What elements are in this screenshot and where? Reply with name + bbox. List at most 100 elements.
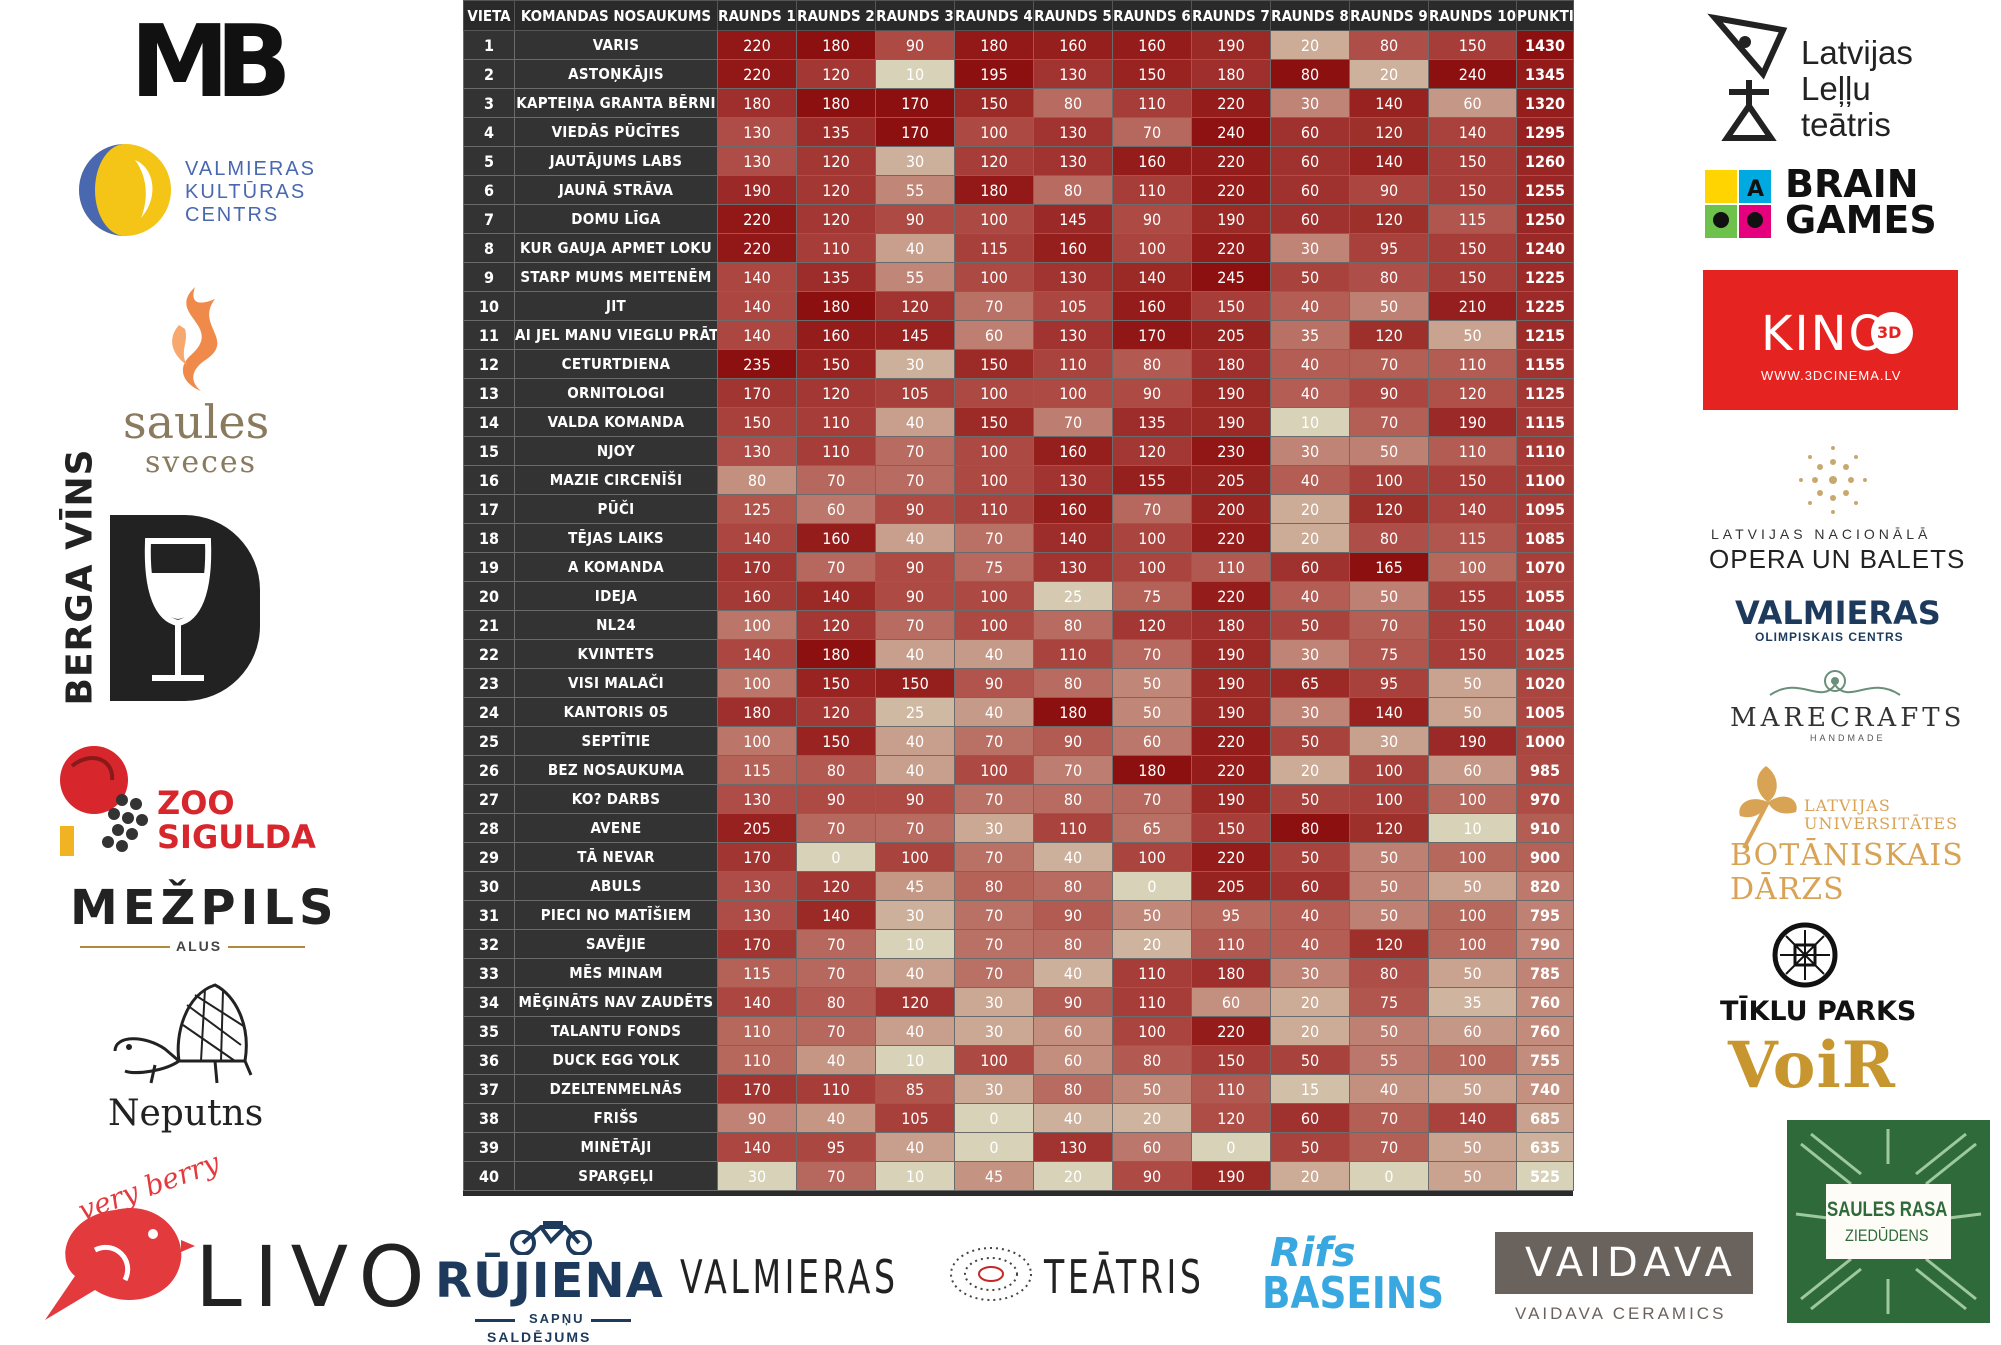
round-score-cell: 150 (1428, 146, 1517, 176)
round-score-cell: 190 (1191, 784, 1271, 814)
total-points-cell: 740 (1516, 1074, 1574, 1104)
team-name-cell: NL24 (514, 610, 718, 640)
place-cell: 26 (463, 755, 515, 785)
round-score-cell: 20 (1270, 987, 1350, 1017)
round-score-cell: 115 (1428, 523, 1517, 553)
round-score-cell: 120 (1349, 494, 1429, 524)
team-name-cell: VARIS (514, 30, 718, 60)
neputns-logo: Neputns (100, 975, 263, 1135)
valmieras-teatris-left: VALMIERAS (680, 1250, 899, 1304)
team-name-cell: CETURTDIENA (514, 349, 718, 379)
round-score-cell: 80 (1033, 88, 1113, 118)
round-score-cell: 140 (717, 639, 797, 669)
round-score-cell: 70 (1349, 407, 1429, 437)
round-score-cell: 0 (1112, 871, 1192, 901)
lellu-line2: Leļļu (1801, 70, 1871, 107)
total-points-cell: 1070 (1516, 552, 1574, 582)
place-cell: 8 (463, 233, 515, 263)
round-score-cell: 140 (717, 262, 797, 292)
round-score-cell: 80 (1033, 871, 1113, 901)
place-cell: 28 (463, 813, 515, 843)
round-score-cell: 150 (1428, 639, 1517, 669)
berga-b-shape (110, 515, 260, 701)
round-score-cell: 50 (1428, 668, 1517, 698)
round-score-cell: 100 (1033, 378, 1113, 408)
round-score-cell: 155 (1428, 581, 1517, 611)
round-score-cell: 10 (875, 929, 955, 959)
opera-line2: OPERA UN BALETS (1709, 544, 1966, 574)
round-score-cell: 100 (1349, 465, 1429, 495)
round-score-cell: 70 (796, 465, 876, 495)
column-header: RAUNDS 1 (717, 0, 797, 31)
round-score-cell: 110 (1191, 552, 1271, 582)
mezpils-text: MEŽPILS (70, 880, 339, 936)
table-row: 28 AVENE 205 70 70 30 110 65 150 80 120 10 910 (463, 813, 1574, 843)
team-name-cell: SPARĢEĻI (514, 1161, 718, 1191)
round-score-cell: 170 (875, 117, 955, 147)
round-score-cell: 40 (954, 697, 1034, 727)
kino-text: KINO (1761, 306, 1889, 362)
round-score-cell: 10 (875, 59, 955, 89)
round-score-cell: 70 (954, 523, 1034, 553)
round-score-cell: 60 (1270, 1103, 1350, 1133)
table-row: 30 ABULS 130 120 45 80 80 0 205 60 50 50 820 (463, 871, 1574, 901)
place-cell: 2 (463, 59, 515, 89)
round-score-cell: 70 (954, 784, 1034, 814)
round-score-cell: 135 (1112, 407, 1192, 437)
round-score-cell: 70 (796, 958, 876, 988)
sigulda-text: SIGULDA (157, 818, 316, 856)
round-score-cell: 130 (1033, 117, 1113, 147)
place-cell: 40 (463, 1161, 515, 1191)
round-score-cell: 30 (1349, 726, 1429, 756)
round-score-cell: 180 (796, 30, 876, 60)
round-score-cell: 170 (717, 378, 797, 408)
table-row: 34 MĒĢINĀTS NAV ZAUDĒTS 140 80 120 30 90 110 60 2… (463, 987, 1574, 1017)
round-score-cell: 160 (1033, 233, 1113, 263)
round-score-cell: 240 (1191, 117, 1271, 147)
zoo-sigulda-logo: ZOO SIGULDA (52, 740, 322, 860)
round-score-cell: 50 (1428, 1161, 1517, 1191)
3d-badge-icon: 3D (1871, 312, 1913, 354)
round-score-cell: 205 (1191, 871, 1271, 901)
column-header: RAUNDS 4 (954, 0, 1034, 31)
round-score-cell: 115 (717, 755, 797, 785)
round-score-cell: 100 (1428, 929, 1517, 959)
saules-sveces-logo: saules sveces (115, 285, 275, 480)
round-score-cell: 50 (1270, 1132, 1350, 1162)
total-points-cell: 1155 (1516, 349, 1574, 379)
round-score-cell: 110 (1033, 639, 1113, 669)
round-score-cell: 95 (1191, 900, 1271, 930)
round-score-cell: 40 (1270, 929, 1350, 959)
motorcycle-icon (510, 1221, 592, 1255)
round-score-cell: 70 (954, 929, 1034, 959)
total-points-cell: 1255 (1516, 175, 1574, 205)
round-score-cell: 180 (796, 639, 876, 669)
round-score-cell: 40 (1270, 349, 1350, 379)
botaniskais-darzs-logo: LATVIJAS UNIVERSITĀTES BOTĀNISKAIS DĀRZS (1730, 760, 1963, 915)
round-score-cell: 70 (1349, 1103, 1429, 1133)
team-name-cell: BEZ NOSAUKUMA (514, 755, 718, 785)
round-score-cell: 145 (1033, 204, 1113, 234)
valmieras-olimp-main: VALMIERAS (1735, 594, 1941, 632)
total-points-cell: 1260 (1516, 146, 1574, 176)
round-score-cell: 90 (1112, 204, 1192, 234)
round-score-cell: 70 (1033, 755, 1113, 785)
table-body: 1 VARIS 220 180 90 180 160 160 190 20 80 150 1430 2 AS… (463, 30, 1574, 1191)
round-score-cell: 150 (796, 349, 876, 379)
round-score-cell: 140 (717, 291, 797, 321)
place-cell: 37 (463, 1074, 515, 1104)
round-score-cell: 80 (954, 871, 1034, 901)
place-cell: 10 (463, 291, 515, 321)
round-score-cell: 60 (1270, 204, 1350, 234)
puppet-icon (1707, 13, 1788, 141)
round-score-cell: 100 (954, 610, 1034, 640)
rujiena-sub2: SALDĒJUMS (487, 1329, 592, 1345)
round-score-cell: 120 (1191, 1103, 1271, 1133)
round-score-cell: 10 (1428, 813, 1517, 843)
round-score-cell: 50 (1349, 900, 1429, 930)
place-cell: 34 (463, 987, 515, 1017)
round-score-cell: 90 (1112, 1161, 1192, 1191)
team-name-cell: KUR GAUJA APMET LOKU (514, 233, 718, 263)
round-score-cell: 50 (1270, 784, 1350, 814)
round-score-cell: 90 (875, 30, 955, 60)
